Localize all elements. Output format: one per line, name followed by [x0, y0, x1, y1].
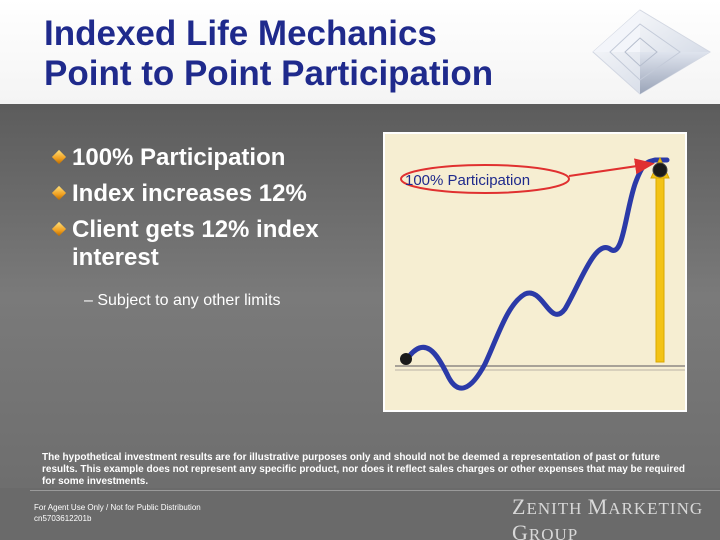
chart-svg: 100% Participation	[395, 156, 685, 391]
slide-title: Indexed Life Mechanics Point to Point Pa…	[44, 14, 493, 94]
bullet-list: 100% Participation Index increases 12% C…	[50, 144, 370, 280]
title-line-2: Point to Point Participation	[44, 54, 494, 93]
brand-m: M	[587, 494, 609, 519]
gain-bar	[655, 173, 665, 363]
bullet-text: Index increases 12%	[72, 180, 307, 207]
title-line-1: Indexed Life Mechanics	[44, 14, 437, 53]
brand-roup: ROUP	[528, 525, 579, 540]
index-curve	[404, 157, 670, 391]
sub-bullet: – Subject to any other limits	[84, 292, 281, 309]
brand-arketing: ARKETING	[608, 499, 704, 518]
footer-notice: For Agent Use Only / Not for Public Dist…	[34, 502, 201, 524]
logo-pyramid-icon	[592, 9, 711, 95]
participation-arrow	[568, 158, 655, 177]
bullet-item: 100% Participation	[50, 144, 370, 172]
chart-label: 100% Participation	[405, 172, 530, 189]
brand-g: G	[512, 520, 529, 540]
bullet-text: Client gets 12% index interest	[72, 216, 319, 271]
brand-enith: ENITH	[526, 499, 583, 518]
brand-z: Z	[512, 494, 527, 519]
illustration-chart: 100% Participation	[383, 132, 687, 412]
diamond-bullet-icon	[51, 185, 67, 201]
disclaimer-text: The hypothetical investment results are …	[42, 452, 685, 487]
end-point	[652, 162, 668, 178]
slide-header: Indexed Life Mechanics Point to Point Pa…	[0, 0, 720, 104]
bullet-item: Client gets 12% index interest	[50, 216, 370, 272]
footer-bar	[0, 488, 720, 540]
footer-line-2: cn5703612201b	[34, 514, 92, 523]
label-oval	[400, 164, 570, 194]
diamond-bullet-icon	[51, 221, 67, 237]
bullet-item: Index increases 12%	[50, 180, 370, 208]
bullet-text: 100% Participation	[72, 144, 286, 171]
brand-wordmark: ZENITH MARKETING GROUP	[512, 494, 720, 540]
footer-line-1: For Agent Use Only / Not for Public Dist…	[34, 503, 201, 512]
diamond-bullet-icon	[51, 149, 67, 165]
start-point	[400, 353, 412, 365]
footer-rule	[30, 490, 720, 491]
